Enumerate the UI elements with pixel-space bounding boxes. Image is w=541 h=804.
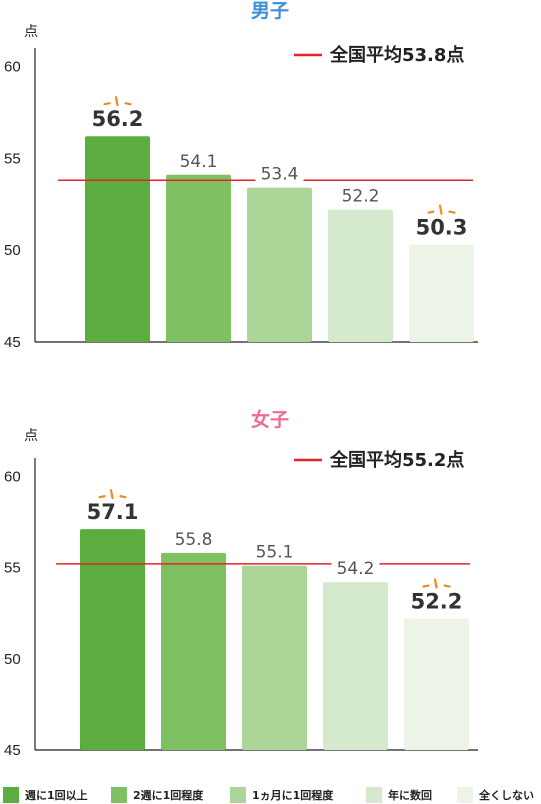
emphasis-burst-icon: [422, 578, 451, 589]
legend-label: 週に1回以上: [25, 788, 88, 802]
bar-1: [85, 136, 150, 342]
y-tick-label: 60: [4, 468, 21, 485]
legend-item-3: 1ヵ月に1回程度: [230, 787, 334, 803]
value-label-1: 57.1: [87, 500, 139, 524]
value-label-5: 50.3: [416, 216, 468, 240]
value-label-5: 52.2: [411, 590, 463, 614]
chart-title: 女子: [251, 408, 289, 431]
value-label-halo: [93, 106, 142, 131]
bar-1: [80, 529, 145, 750]
legend-swatch: [366, 787, 382, 803]
y-tick-label: 45: [4, 742, 21, 759]
value-label-halo: [174, 149, 223, 170]
value-label-halo: [417, 214, 466, 239]
value-label-4: 54.2: [337, 559, 375, 579]
average-label: 全国平均55.2点: [329, 449, 464, 471]
legend-item-4: 年に数回: [366, 787, 432, 803]
value-label-1: 56.2: [92, 107, 144, 131]
average-label: 全国平均53.8点: [329, 44, 464, 66]
bar-2: [166, 174, 231, 342]
value-label-4: 52.2: [342, 187, 380, 207]
chart-panel-2: 女子点 45 50 55 60 57.1 55.8 55.1 54.2 52.2 全国平均55.2点: [4, 408, 478, 759]
y-tick-label: 50: [4, 651, 21, 668]
legend-swatch: [111, 787, 127, 803]
bar-4: [323, 582, 388, 750]
legend-item-5: 全くしない: [457, 787, 534, 803]
legend-swatch: [3, 787, 19, 803]
bar-3: [247, 187, 312, 342]
legend: 週に1回以上 2週に1回程度 1ヵ月に1回程度 年に数回 全くしない: [3, 787, 534, 803]
y-tick-label: 45: [4, 334, 21, 351]
y-tick-label: 55: [4, 560, 21, 577]
y-axis-unit-label: 点: [24, 427, 38, 443]
bar-5: [404, 618, 469, 750]
y-tick-label: 60: [4, 58, 21, 75]
y-tick-label: 50: [4, 242, 21, 259]
legend-swatch: [230, 787, 246, 803]
legend-item-1: 週に1回以上: [3, 787, 88, 803]
legend-label: 2週に1回程度: [133, 788, 204, 802]
value-label-halo: [88, 499, 137, 524]
emphasis-burst-icon: [103, 96, 132, 107]
legend-swatch: [457, 787, 473, 803]
y-tick-label: 55: [4, 150, 21, 167]
value-label-2: 54.1: [180, 152, 218, 172]
bar-5: [409, 244, 474, 342]
value-label-halo: [250, 540, 299, 561]
y-axis-unit-label: 点: [24, 23, 38, 39]
bar-3: [242, 565, 307, 750]
legend-label: 全くしない: [478, 788, 534, 802]
value-label-halo: [336, 184, 385, 205]
chart-panel-1: 男子点 45 50 55 60 56.2 54.1 53.4 52.2 50.3 全国平均53.8点: [4, 0, 478, 351]
legend-item-2: 2週に1回程度: [111, 787, 204, 803]
value-label-halo: [169, 527, 218, 548]
value-label-halo: [412, 588, 461, 613]
chart-title: 男子: [251, 0, 289, 22]
bar-2: [161, 552, 226, 750]
legend-label: 1ヵ月に1回程度: [252, 788, 334, 802]
value-label-halo: [331, 557, 380, 578]
bar-4: [328, 209, 393, 342]
value-label-2: 55.8: [175, 530, 213, 550]
emphasis-burst-icon: [427, 204, 456, 215]
value-label-halo: [255, 162, 304, 183]
value-label-3: 55.1: [256, 543, 294, 563]
value-label-3: 53.4: [261, 165, 299, 185]
legend-label: 年に数回: [388, 788, 432, 802]
emphasis-burst-icon: [98, 489, 127, 500]
